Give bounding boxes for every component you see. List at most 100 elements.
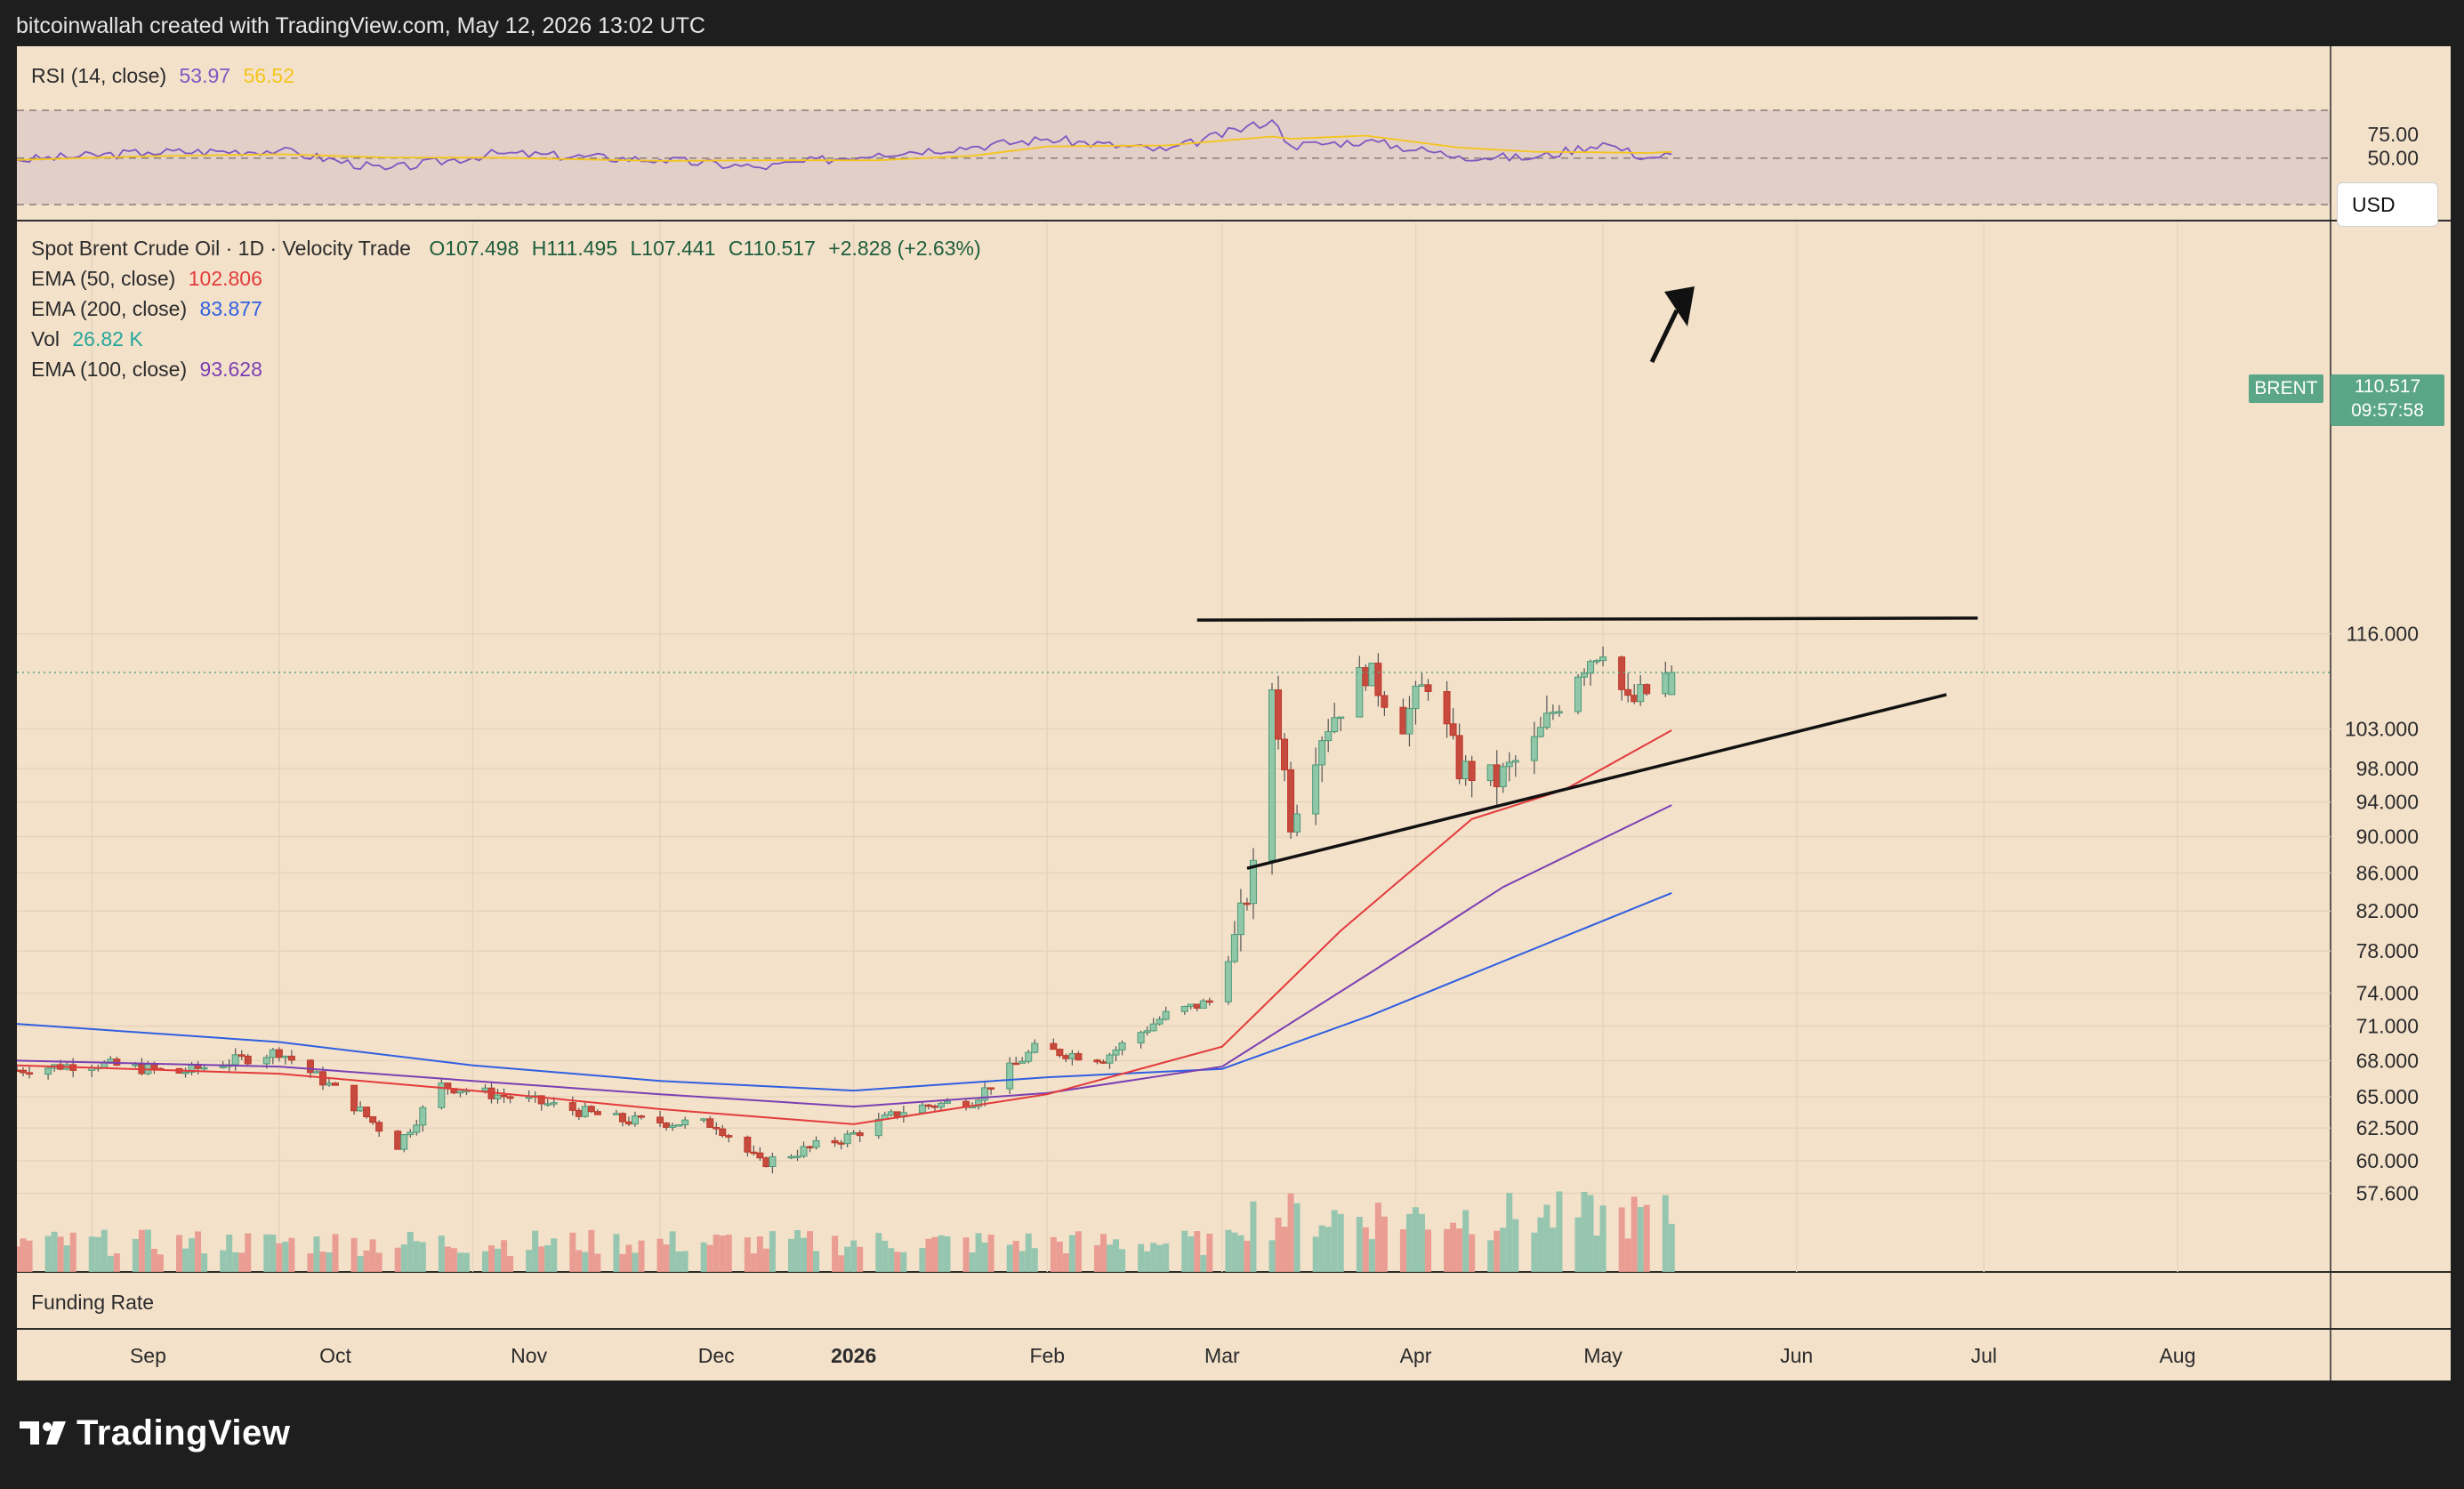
candle-body	[275, 1049, 283, 1058]
volume-bar	[1107, 1244, 1113, 1272]
volume-bar	[875, 1233, 882, 1272]
volume-bar	[144, 1229, 151, 1272]
volume-bar	[663, 1244, 670, 1272]
candle-body	[587, 1106, 595, 1113]
volume-bar	[1093, 1244, 1100, 1272]
legend-ema200[interactable]: EMA (200, close) 83.877	[31, 297, 262, 321]
volume-bar	[189, 1238, 196, 1272]
rsi-ma-line	[17, 134, 1672, 162]
volume-bar	[1244, 1240, 1251, 1272]
volume-bar	[1200, 1254, 1207, 1272]
candle-body	[1112, 1049, 1120, 1056]
candle-body	[1536, 727, 1544, 737]
volume-bar	[245, 1233, 252, 1272]
candle-body	[843, 1133, 851, 1145]
chart-canvas[interactable]: 116.000 103.000 98.000 94.000 90.000 86.000 82…	[17, 46, 2451, 1380]
volume-bar	[88, 1236, 95, 1272]
candle-body	[918, 1104, 926, 1114]
volume-bar	[332, 1234, 339, 1272]
chart-frame[interactable]: 116.000 103.000 98.000 94.000 90.000 86.000 82…	[17, 46, 2451, 1380]
volume-bar	[1593, 1235, 1600, 1272]
candle-body	[669, 1124, 677, 1128]
volume-bar	[57, 1236, 64, 1272]
candle-body	[1249, 859, 1257, 905]
volume-bar	[463, 1252, 470, 1272]
volume-bar	[1275, 1218, 1282, 1272]
candle-body	[1031, 1042, 1039, 1053]
legend-ema50[interactable]: EMA (50, close) 102.806	[31, 267, 262, 291]
candle-body	[413, 1124, 421, 1133]
volume-bar	[1062, 1253, 1069, 1272]
candle-body	[568, 1102, 576, 1111]
volume-bar	[307, 1253, 314, 1272]
candle-body	[756, 1152, 764, 1159]
candle-body	[107, 1058, 115, 1063]
price-scale-label: 98.000	[2356, 757, 2419, 780]
volume-bar	[832, 1235, 839, 1272]
candle-body	[1368, 663, 1376, 687]
candle-body	[762, 1157, 770, 1168]
volume-bar	[1631, 1196, 1638, 1272]
candle-body	[831, 1139, 839, 1144]
legend-ema50-label: EMA (50, close)	[31, 267, 176, 290]
candle-body	[269, 1049, 277, 1058]
volume-bar	[1668, 1223, 1675, 1272]
candle-body	[456, 1091, 464, 1094]
candle-body	[20, 1069, 28, 1074]
candle-body	[1581, 672, 1589, 678]
candle-body	[1643, 684, 1651, 695]
volume-bar	[63, 1245, 70, 1272]
volume-bar	[1318, 1225, 1325, 1272]
time-axis-label: Dec	[698, 1344, 735, 1367]
candle-body	[44, 1067, 52, 1075]
candle-body	[1511, 760, 1519, 763]
candle-body	[1236, 902, 1244, 936]
candle-body	[1025, 1051, 1033, 1062]
volume-bar	[1412, 1207, 1419, 1272]
candle-body	[1412, 686, 1420, 710]
candle-body	[631, 1115, 639, 1125]
volume-bar	[582, 1252, 589, 1272]
candle-body	[1230, 934, 1238, 962]
candle-body	[719, 1128, 727, 1137]
volume-bar	[1056, 1241, 1063, 1272]
candle-body	[481, 1087, 489, 1091]
candle-body	[837, 1142, 845, 1145]
legend-ema100[interactable]: EMA (100, close) 93.628	[31, 358, 262, 382]
candle-body	[332, 1083, 340, 1086]
volume-bar	[894, 1252, 901, 1272]
volume-bar	[675, 1251, 682, 1272]
volume-bar	[1500, 1227, 1507, 1272]
footer	[0, 1380, 2464, 1489]
volume-bar	[419, 1242, 426, 1272]
candle-body	[713, 1126, 721, 1130]
tradingview-logo[interactable]: TradingView	[20, 1413, 290, 1453]
volume-bar	[1550, 1227, 1557, 1272]
candle-body	[1156, 1018, 1164, 1025]
candle-body	[874, 1118, 882, 1137]
volume-bar	[1325, 1227, 1332, 1272]
volume-bar	[369, 1239, 376, 1272]
volume-bar	[1624, 1238, 1631, 1272]
candle-body	[1019, 1060, 1027, 1064]
volume-bar	[1225, 1229, 1232, 1272]
candle-body	[1205, 1000, 1213, 1003]
volume-bar	[1494, 1230, 1501, 1272]
volume-bar	[1399, 1229, 1406, 1272]
candle-body	[887, 1111, 895, 1115]
price-scale-label: 60.000	[2356, 1149, 2419, 1172]
volume-bar	[1163, 1243, 1170, 1272]
legend-vol[interactable]: Vol 26.82 K	[31, 327, 143, 351]
legend-ema200-value: 83.877	[199, 297, 262, 320]
ema50-line	[17, 729, 1672, 1125]
candle-body	[1468, 761, 1476, 782]
volume-bar	[938, 1235, 945, 1272]
volume-bar	[150, 1249, 157, 1272]
candle-body	[1443, 690, 1451, 725]
currency-button[interactable]: USD	[2337, 182, 2438, 227]
candle-body	[231, 1054, 239, 1066]
candle-body	[550, 1102, 558, 1105]
candle-body	[1149, 1023, 1157, 1032]
time-axis-label: Nov	[511, 1344, 547, 1367]
price-scale-label: 94.000	[2356, 790, 2419, 813]
